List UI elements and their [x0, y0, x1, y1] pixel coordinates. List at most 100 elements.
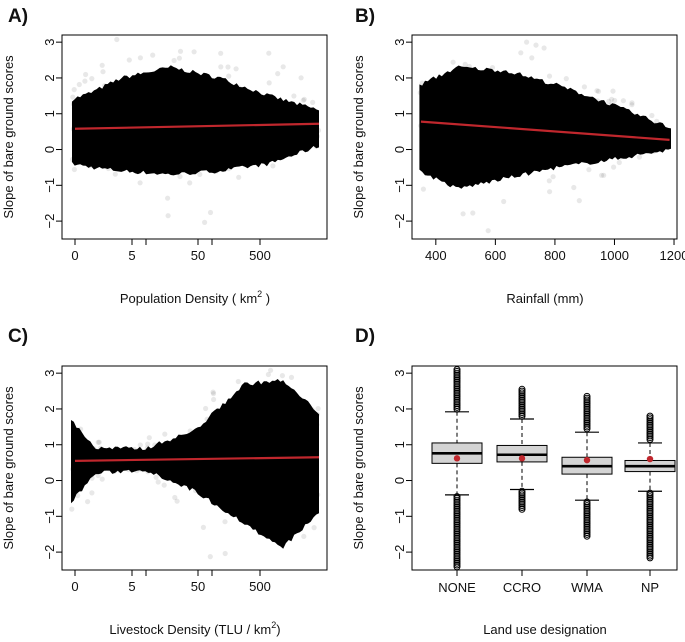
scatter-point: [662, 139, 668, 145]
scatter-point: [255, 97, 261, 103]
scatter-point: [199, 442, 206, 448]
scatter-point: [272, 118, 278, 124]
panel-b-scatter-cloud: [417, 39, 671, 234]
x-tick-label: 1000: [600, 248, 629, 263]
scatter-point: [478, 75, 484, 81]
scatter-point: [296, 116, 302, 122]
scatter-point: [428, 167, 434, 173]
scatter-point: [467, 71, 473, 77]
scatter-point: [562, 116, 568, 122]
scatter-point: [288, 374, 295, 380]
scatter-point: [168, 464, 174, 470]
scatter-point: [601, 172, 607, 178]
scatter-point: [125, 453, 131, 459]
x-tick-label: 50: [191, 579, 205, 594]
scatter-point: [194, 474, 200, 480]
scatter-point: [224, 467, 231, 473]
scatter-point: [222, 519, 228, 525]
scatter-point: [201, 484, 207, 490]
scatter-point: [541, 104, 548, 110]
scatter-point: [207, 554, 213, 560]
scatter-point: [267, 133, 273, 139]
scatter-point: [307, 116, 313, 122]
scatter-point: [657, 130, 663, 136]
scatter-point: [226, 452, 232, 458]
scatter-point: [646, 123, 652, 129]
scatter-point: [85, 140, 91, 146]
outlier-point: [646, 554, 654, 562]
panel-a: A) −2 −1 0 1 2 3 0 5 50 500 Slope of bare ground…: [1, 6, 328, 306]
scatter-point: [195, 427, 201, 433]
panel-b-fit-line: [420, 120, 670, 141]
scatter-point: [237, 115, 243, 121]
scatter-point: [231, 462, 237, 468]
scatter-point: [259, 128, 265, 134]
scatter-point: [260, 461, 266, 467]
scatter-point: [294, 410, 300, 417]
scatter-point: [491, 104, 497, 110]
scatter-point: [212, 497, 218, 503]
scatter-point: [238, 502, 244, 508]
scatter-point: [157, 460, 163, 466]
scatter-point: [106, 464, 112, 470]
scatter-point: [498, 81, 504, 87]
scatter-point: [426, 155, 432, 161]
scatter-point: [315, 492, 321, 498]
scatter-point: [165, 213, 171, 219]
scatter-point: [235, 430, 241, 436]
scatter-point: [237, 116, 243, 123]
scatter-point: [488, 129, 494, 135]
scatter-point: [636, 154, 643, 160]
scatter-point: [291, 478, 297, 484]
scatter-point: [191, 128, 197, 134]
scatter-point: [135, 452, 141, 459]
scatter-point: [81, 443, 87, 449]
scatter-point: [519, 152, 526, 158]
scatter-point: [621, 142, 628, 148]
scatter-point: [145, 441, 151, 447]
panel-a-x-label-sup: 2: [257, 289, 262, 299]
scatter-point: [546, 178, 552, 184]
scatter-point: [515, 115, 521, 121]
scatter-point: [107, 87, 113, 93]
x-tick-label: 0: [71, 579, 78, 594]
panel-d-plot-frame: [411, 365, 678, 571]
scatter-point: [94, 129, 100, 135]
panel-a-plot-frame: [61, 34, 328, 240]
scatter-point: [233, 471, 239, 477]
box-mean-marker: [453, 455, 461, 462]
scatter-point: [469, 106, 475, 112]
scatter-point: [249, 117, 255, 123]
scatter-point: [192, 481, 198, 488]
panel-b-label: B): [355, 6, 375, 27]
scatter-point: [420, 186, 426, 192]
scatter-point: [544, 87, 550, 94]
y-tick-label: 0: [42, 146, 57, 153]
scatter-point: [116, 106, 122, 112]
scatter-point: [198, 438, 204, 444]
scatter-point: [226, 166, 232, 172]
scatter-point: [136, 152, 142, 159]
scatter-point: [154, 447, 160, 453]
scatter-point: [658, 133, 664, 139]
scatter-point: [128, 115, 134, 121]
scatter-point: [226, 93, 232, 99]
scatter-point: [188, 471, 194, 477]
scatter-point: [296, 469, 302, 475]
y-tick-label: −1: [42, 509, 57, 524]
scatter-point: [195, 101, 201, 107]
scatter-point: [158, 117, 164, 123]
scatter-point: [621, 107, 627, 114]
scatter-point: [285, 448, 291, 454]
scatter-point: [200, 524, 206, 531]
scatter-point: [192, 160, 198, 166]
scatter-point: [108, 463, 114, 469]
scatter-point: [155, 479, 161, 485]
scatter-point: [586, 167, 592, 173]
panel-c-scatter-cloud: [69, 367, 321, 560]
scatter-point: [83, 132, 89, 138]
panel-a-scatter-cloud: [69, 36, 322, 225]
scatter-point: [650, 122, 656, 128]
scatter-point: [232, 143, 238, 149]
scatter-point: [239, 155, 245, 161]
